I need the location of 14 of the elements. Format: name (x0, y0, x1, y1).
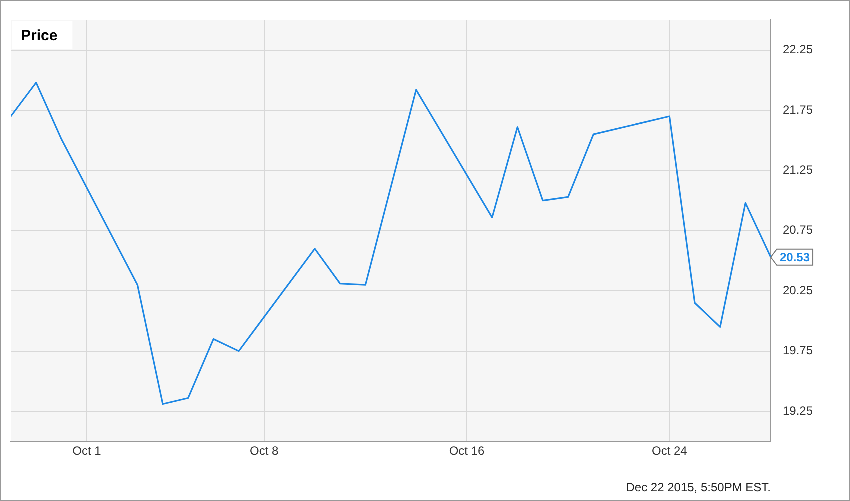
y-tick-label: 19.25 (783, 404, 814, 418)
text: Dec 22 2015, 5:50PM EST. (626, 480, 771, 494)
text: Price (21, 27, 58, 44)
x-tick-label: Oct 16 (449, 444, 485, 458)
y-tick-label: 20.25 (783, 283, 814, 298)
y-tick-label: 22.25 (783, 42, 814, 57)
y-tick-label: 19.75 (783, 344, 814, 358)
x-tick-label: Oct 24 (652, 444, 688, 458)
y-tick-label: 21.25 (783, 163, 814, 178)
y-tick-label: 20.75 (783, 223, 814, 238)
x-tick-label: Oct 1 (72, 444, 102, 458)
y-tick-label: 21.75 (783, 102, 814, 117)
x-tick-label: Oct 8 (250, 444, 279, 458)
annotation: 20.53 (780, 250, 810, 265)
